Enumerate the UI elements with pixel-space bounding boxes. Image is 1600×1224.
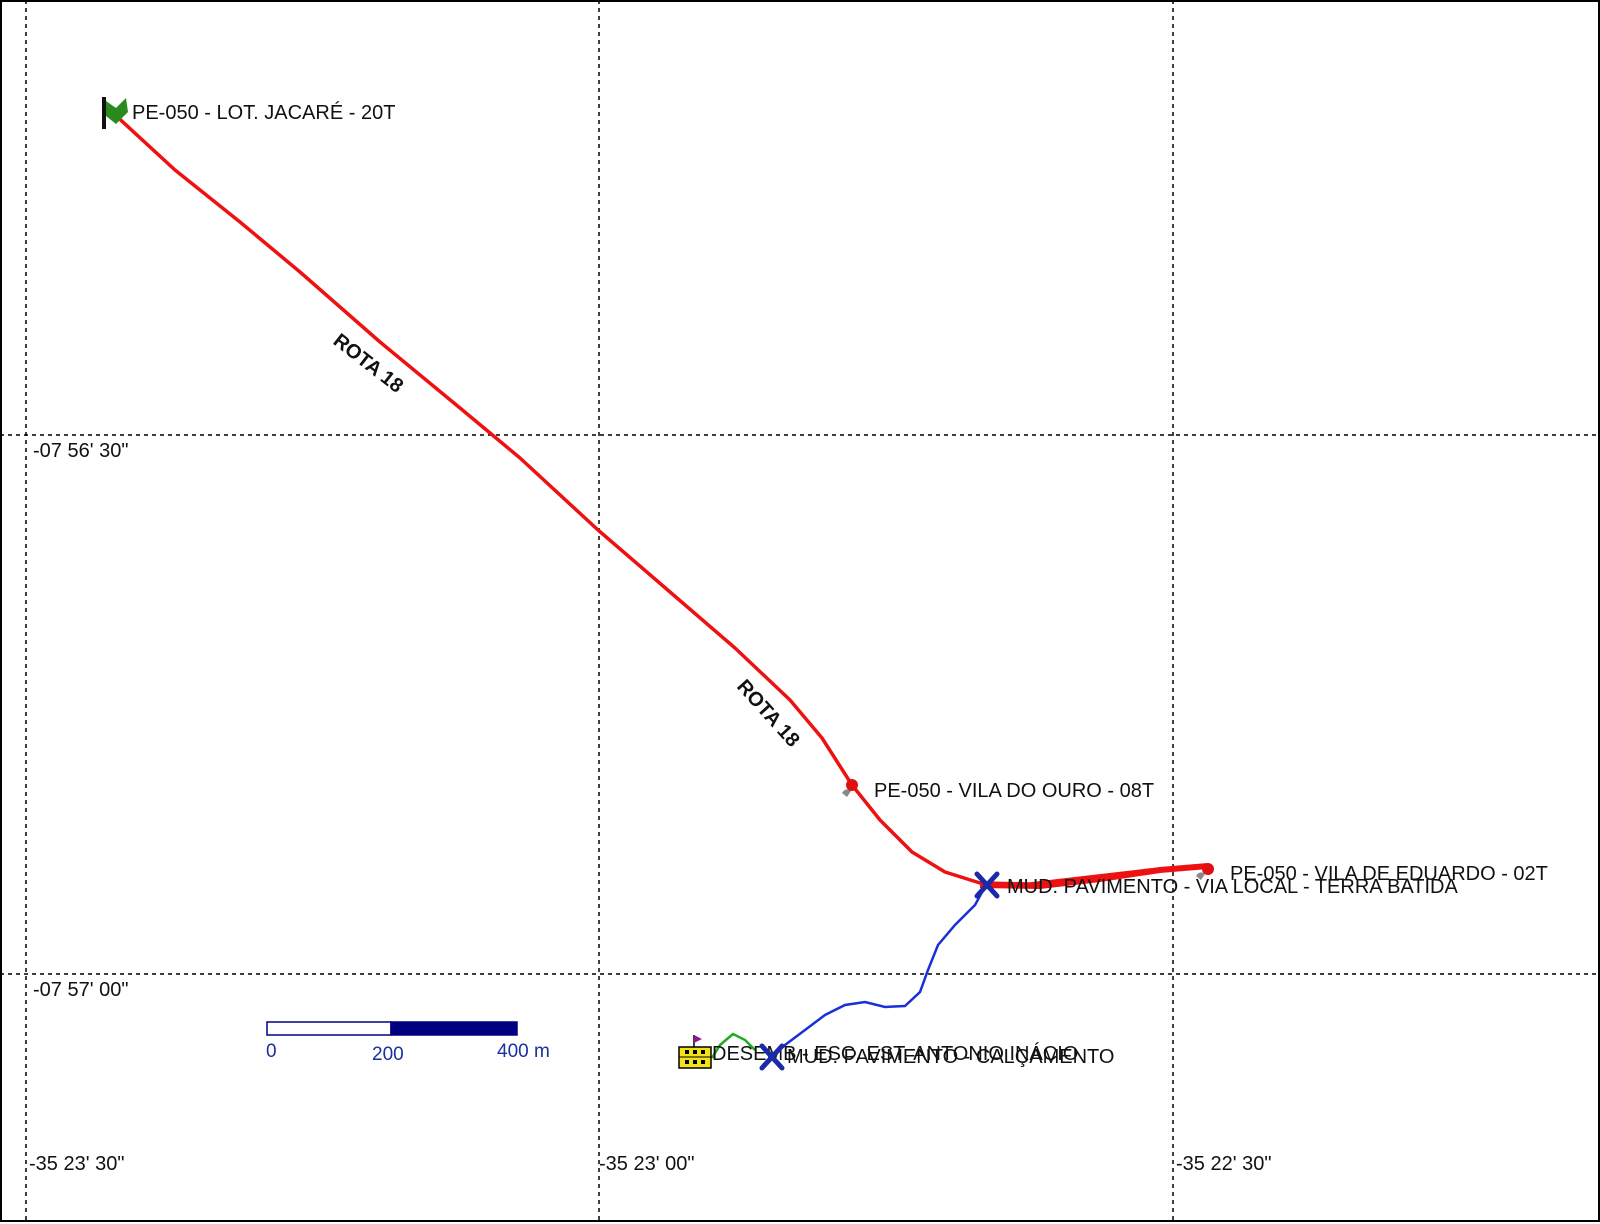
stop-label-vila-de-eduardo[interactable]: PE-050 - VILA DE EDUARDO - 02T [1230,863,1548,885]
blue-x-icon [759,1043,785,1071]
short-green-path [710,1032,756,1059]
lon-label-3: -35 22' 30" [1176,1153,1271,1175]
blue-x-icon [974,871,1000,899]
connector-line[interactable] [771,884,988,1058]
lon-label-1: -35 23' 30" [29,1153,124,1175]
scale-bar: 0 200 400 m [266,1021,550,1065]
red-stop-pin-icon [1196,863,1214,880]
green-flag-icon [102,97,128,129]
stop-label-vila-do-ouro[interactable]: PE-050 - VILA DO OURO - 08T [874,780,1154,802]
stop-label-jacare[interactable]: PE-050 - LOT. JACARÉ - 20T [132,101,395,124]
pavement-label-calcamento[interactable]: MUD. PAVIMENTO - CALÇAMENTO [787,1046,1114,1068]
scale-tick-400: 400 m [497,1041,550,1062]
red-stop-pin-icon [842,779,858,797]
pavement-label-terra-batida[interactable]: MUD. PAVIMENTO - VIA LOCAL - TERRA BATID… [1007,876,1458,898]
scale-bar-white-segment [266,1021,392,1036]
scale-tick-200: 200 [372,1044,404,1065]
lat-label-2: -07 57' 00" [33,979,128,1001]
lat-label-1: -07 56' 30" [33,440,128,462]
school-label[interactable]: DESEMB - ESC. EST. ANTONIO INÁCIO [712,1042,1078,1065]
scale-bar-navy-segment [390,1021,518,1036]
route-18-thick-segment [979,863,1209,890]
school-building-icon [678,1035,712,1069]
scale-tick-0: 0 [266,1041,277,1062]
lon-label-2: -35 23' 00" [599,1153,694,1175]
